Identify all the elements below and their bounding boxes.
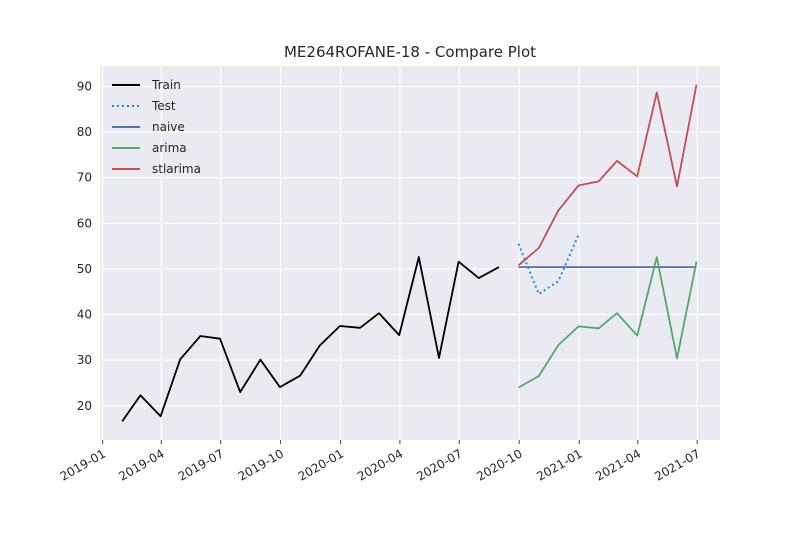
plot-background bbox=[100, 66, 720, 440]
x-tick-label: 2021-07 bbox=[652, 446, 702, 483]
x-tick-label: 2021-01 bbox=[534, 446, 584, 483]
legend-label: stlarima bbox=[152, 162, 201, 176]
y-tick-label: 20 bbox=[77, 399, 92, 413]
x-tick-label: 2020-04 bbox=[355, 446, 405, 483]
x-tick-label: 2019-04 bbox=[116, 446, 166, 483]
series-line-test bbox=[517, 234, 580, 295]
x-tick-label: 2021-04 bbox=[593, 446, 643, 483]
y-tick-label: 70 bbox=[77, 171, 92, 185]
y-tick-label: 50 bbox=[77, 262, 92, 276]
legend-label: Train bbox=[151, 78, 181, 92]
grid-lines bbox=[100, 66, 720, 444]
chart-title: ME264ROFANE-18 - Compare Plot bbox=[284, 43, 536, 61]
legend: Train Test naive arima stlarima bbox=[112, 78, 201, 176]
y-tick-label: 60 bbox=[77, 216, 92, 230]
x-tick-label: 2020-10 bbox=[474, 446, 524, 483]
x-tick-labels: 2019-01 2019-04 2019-07 2019-10 2020-01 2020-… bbox=[58, 446, 703, 483]
legend-label: Test bbox=[151, 99, 176, 113]
series-line-stlarima bbox=[517, 84, 698, 266]
y-tick-label: 40 bbox=[77, 308, 92, 322]
x-tick-label: 2020-01 bbox=[296, 446, 346, 483]
series-line-arima bbox=[518, 256, 698, 389]
x-tick-label: 2019-01 bbox=[58, 446, 108, 483]
y-tick-label: 90 bbox=[77, 80, 92, 94]
legend-label: naive bbox=[152, 120, 185, 134]
x-tick-label: 2020-07 bbox=[414, 446, 464, 483]
y-tick-labels: 20 30 40 50 60 70 80 90 bbox=[77, 80, 92, 413]
x-tick-label: 2019-10 bbox=[236, 446, 286, 483]
y-tick-label: 80 bbox=[77, 125, 92, 139]
x-tick-label: 2019-07 bbox=[176, 446, 226, 483]
legend-label: arima bbox=[152, 141, 187, 155]
series-line-train bbox=[121, 256, 500, 422]
y-tick-label: 30 bbox=[77, 353, 92, 367]
series-lines bbox=[121, 84, 698, 422]
